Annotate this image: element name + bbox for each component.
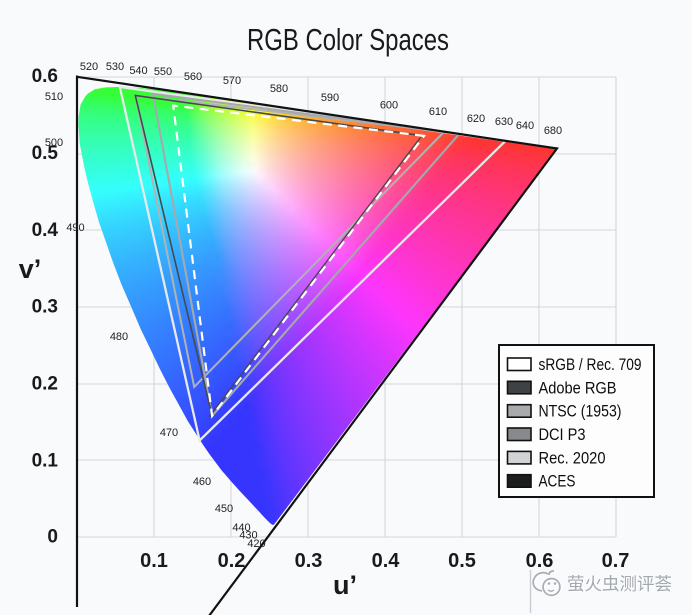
svg-text:v’: v’ xyxy=(19,254,42,284)
svg-text:610: 610 xyxy=(429,106,447,118)
svg-text:510: 510 xyxy=(45,91,63,103)
svg-text:430: 430 xyxy=(239,530,257,542)
svg-text:570: 570 xyxy=(223,75,241,87)
svg-text:460: 460 xyxy=(193,476,211,488)
svg-text:630: 630 xyxy=(495,116,513,128)
svg-text:450: 450 xyxy=(215,503,233,515)
svg-text:440: 440 xyxy=(232,522,250,534)
svg-text:sRGB / Rec. 709: sRGB / Rec. 709 xyxy=(539,356,642,374)
svg-text:0.4: 0.4 xyxy=(372,550,401,572)
svg-text:0.2: 0.2 xyxy=(32,374,58,395)
svg-text:Adobe RGB: Adobe RGB xyxy=(539,379,617,397)
svg-text:0.6: 0.6 xyxy=(526,550,554,572)
svg-text:NTSC (1953): NTSC (1953) xyxy=(539,403,622,421)
svg-text:0: 0 xyxy=(47,527,58,548)
svg-text:u’: u’ xyxy=(333,570,357,600)
svg-text:580: 580 xyxy=(270,83,288,95)
svg-text:ACES: ACES xyxy=(539,473,576,491)
svg-text:0.3: 0.3 xyxy=(32,297,58,318)
svg-text:550: 550 xyxy=(154,66,172,78)
svg-text:560: 560 xyxy=(184,71,202,83)
svg-text:0.1: 0.1 xyxy=(140,550,168,572)
svg-text:0.7: 0.7 xyxy=(602,550,630,572)
svg-text:萤火虫测评荟: 萤火虫测评荟 xyxy=(567,574,672,594)
svg-text:0.2: 0.2 xyxy=(218,550,246,572)
svg-text:620: 620 xyxy=(467,113,485,125)
svg-text:540: 540 xyxy=(129,65,147,77)
svg-text:RGB Color Spaces: RGB Color Spaces xyxy=(247,23,449,57)
svg-text:480: 480 xyxy=(110,331,128,343)
svg-text:0.4: 0.4 xyxy=(32,220,59,241)
svg-text:0.6: 0.6 xyxy=(32,66,58,87)
svg-text:590: 590 xyxy=(321,92,339,104)
svg-text:640: 640 xyxy=(516,120,534,132)
svg-text:530: 530 xyxy=(106,61,124,73)
svg-text:0.5: 0.5 xyxy=(32,143,59,164)
svg-text:0.5: 0.5 xyxy=(448,550,476,572)
svg-text:680: 680 xyxy=(544,125,562,137)
svg-text:DCI P3: DCI P3 xyxy=(539,426,586,444)
svg-text:0.3: 0.3 xyxy=(295,550,323,572)
svg-text:490: 490 xyxy=(66,222,84,234)
svg-text:420: 420 xyxy=(247,538,265,550)
svg-text:Rec. 2020: Rec. 2020 xyxy=(539,449,606,467)
svg-text:520: 520 xyxy=(80,61,98,73)
svg-text:600: 600 xyxy=(380,100,398,112)
svg-text:0.1: 0.1 xyxy=(32,451,59,472)
svg-text:500: 500 xyxy=(45,137,63,149)
svg-text:470: 470 xyxy=(160,427,178,439)
